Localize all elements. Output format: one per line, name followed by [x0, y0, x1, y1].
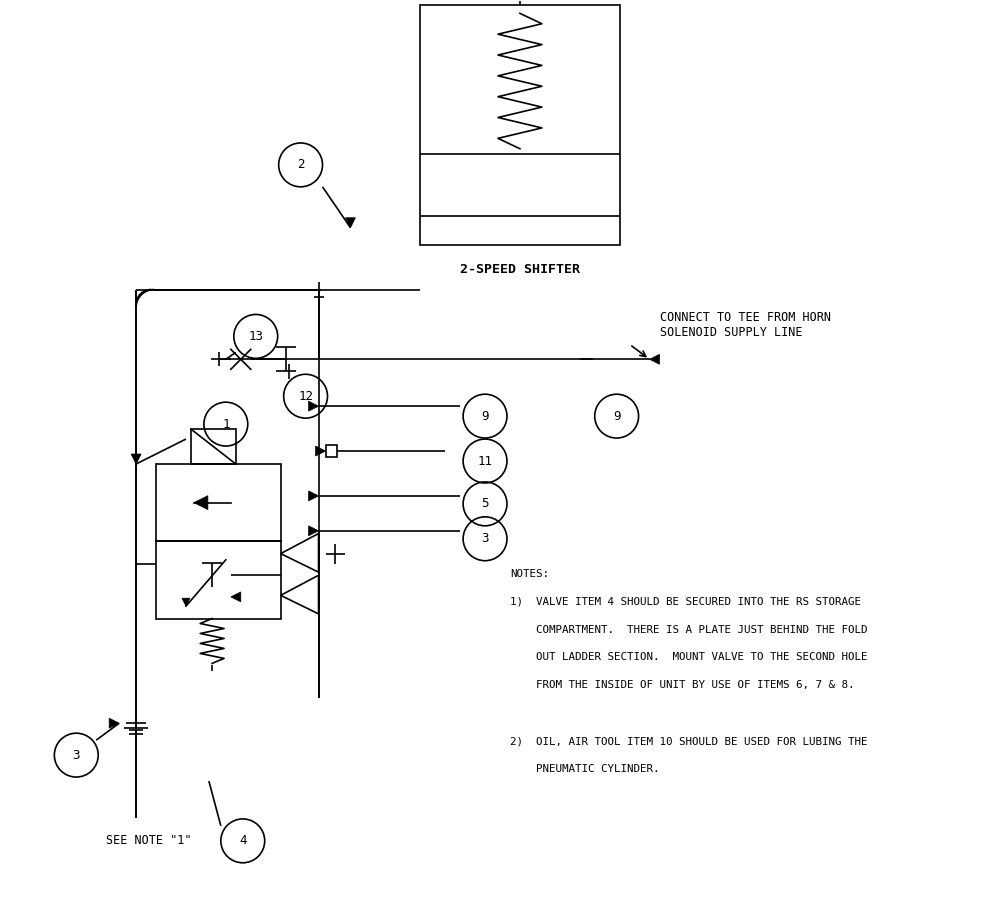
Polygon shape — [345, 218, 355, 227]
Text: 13: 13 — [248, 330, 263, 343]
Text: PNEUMATIC CYLINDER.: PNEUMATIC CYLINDER. — [510, 764, 659, 774]
Text: 3: 3 — [73, 748, 80, 761]
Text: 11: 11 — [478, 455, 493, 468]
Polygon shape — [131, 454, 141, 464]
Text: 9: 9 — [613, 409, 620, 422]
Text: CONNECT TO TEE FROM HORN
SOLENOID SUPPLY LINE: CONNECT TO TEE FROM HORN SOLENOID SUPPLY… — [660, 311, 831, 339]
Polygon shape — [109, 718, 119, 728]
Polygon shape — [309, 491, 319, 501]
Text: 4: 4 — [239, 834, 247, 847]
Text: COMPARTMENT.  THERE IS A PLATE JUST BEHIND THE FOLD: COMPARTMENT. THERE IS A PLATE JUST BEHIN… — [510, 625, 867, 635]
Text: FROM THE INSIDE OF UNIT BY USE OF ITEMS 6, 7 & 8.: FROM THE INSIDE OF UNIT BY USE OF ITEMS … — [510, 680, 854, 690]
Polygon shape — [281, 533, 319, 572]
Polygon shape — [650, 354, 660, 364]
Text: SEE NOTE "1": SEE NOTE "1" — [106, 834, 192, 847]
Text: 2-SPEED SHIFTER: 2-SPEED SHIFTER — [460, 262, 580, 275]
Text: 12: 12 — [298, 390, 313, 403]
Text: 2: 2 — [297, 158, 304, 171]
Polygon shape — [182, 598, 190, 606]
Bar — [420, 6, 620, 245]
Text: OUT LADDER SECTION.  MOUNT VALVE TO THE SECOND HOLE: OUT LADDER SECTION. MOUNT VALVE TO THE S… — [510, 652, 867, 663]
Text: 3: 3 — [481, 532, 489, 545]
Polygon shape — [231, 592, 241, 602]
Bar — [191, 429, 236, 464]
Text: 9: 9 — [481, 409, 489, 422]
Text: 5: 5 — [481, 497, 489, 510]
Polygon shape — [309, 526, 319, 536]
Bar — [156, 464, 281, 541]
Text: 2)  OIL, AIR TOOL ITEM 10 SHOULD BE USED FOR LUBING THE: 2) OIL, AIR TOOL ITEM 10 SHOULD BE USED … — [510, 736, 867, 747]
Polygon shape — [194, 495, 208, 510]
Text: NOTES:: NOTES: — [510, 568, 549, 578]
Polygon shape — [309, 401, 319, 411]
Polygon shape — [316, 446, 326, 456]
Text: 1: 1 — [222, 418, 230, 431]
Bar — [156, 541, 281, 618]
Bar — [326, 445, 337, 457]
Polygon shape — [281, 576, 319, 614]
Text: 1)  VALVE ITEM 4 SHOULD BE SECURED INTO THE RS STORAGE: 1) VALVE ITEM 4 SHOULD BE SECURED INTO T… — [510, 597, 861, 606]
